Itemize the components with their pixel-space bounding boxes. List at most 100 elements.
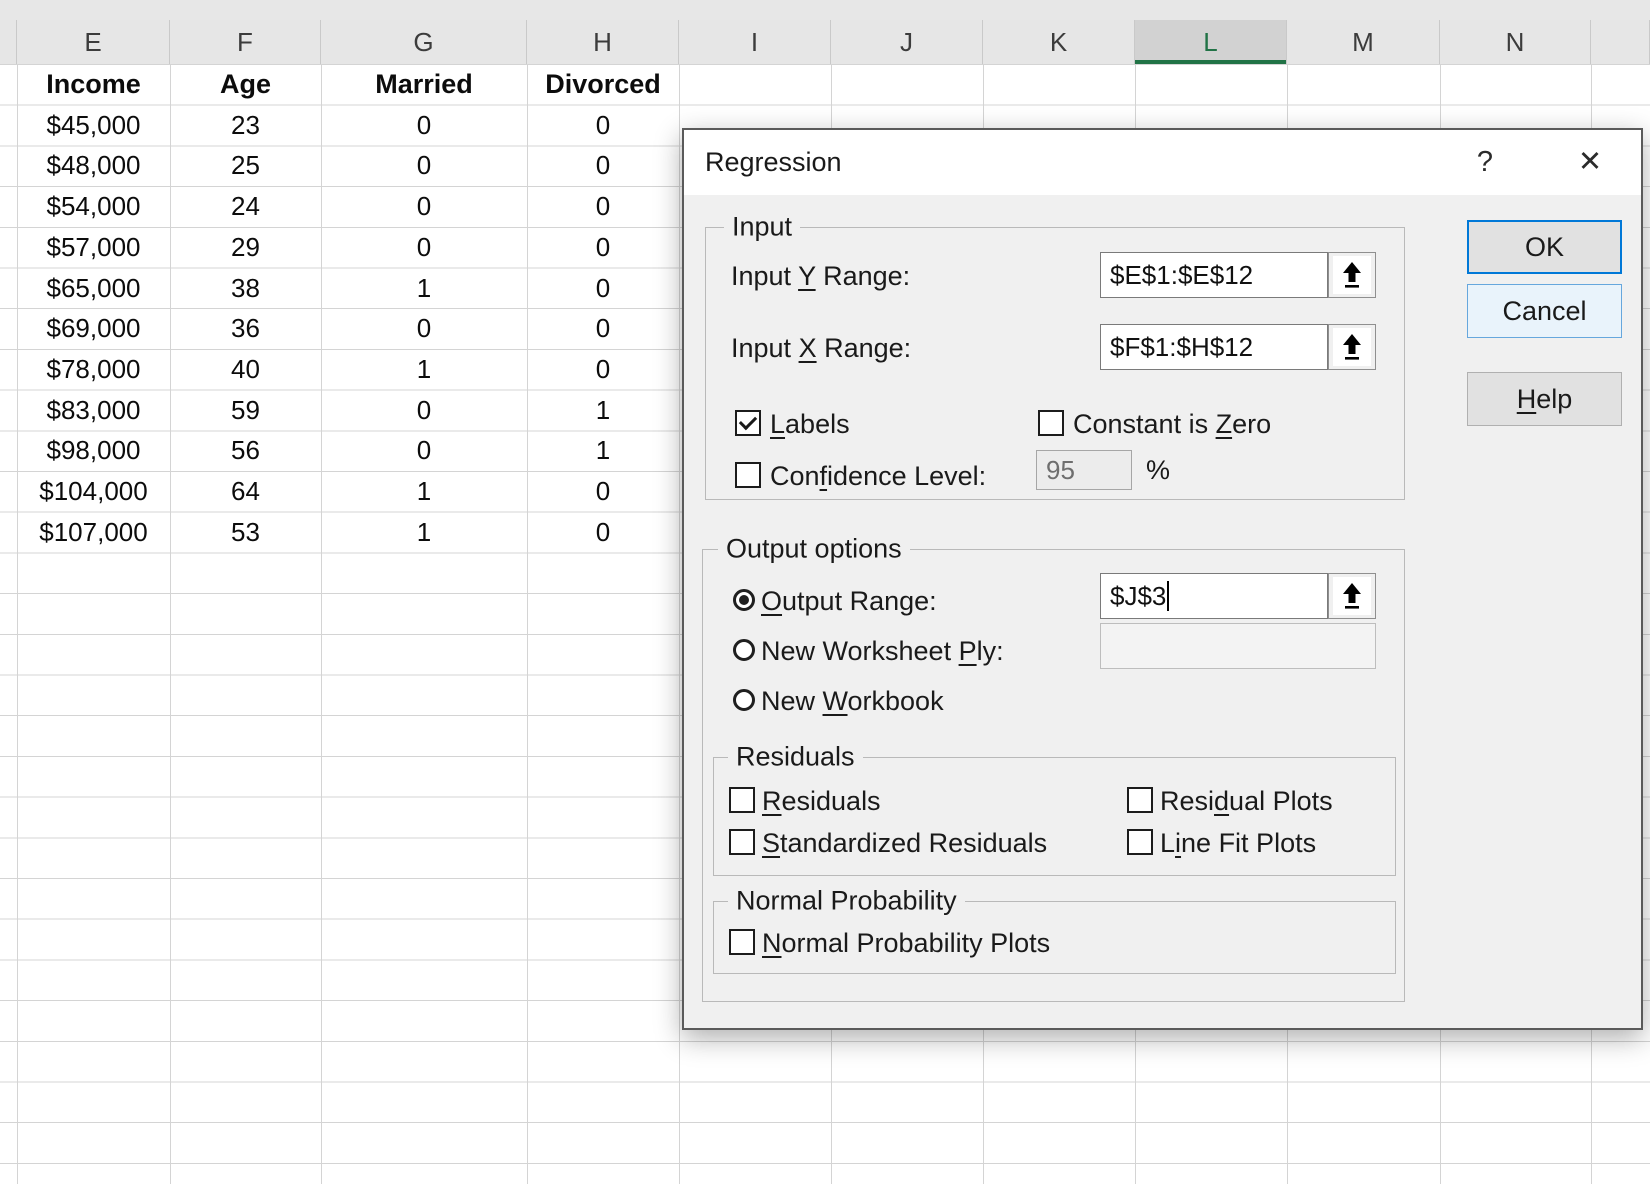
formula-bar-edge xyxy=(0,0,1650,21)
table-cell[interactable]: $45,000 xyxy=(46,109,141,140)
table-cell[interactable]: 1 xyxy=(416,272,432,303)
standardized-residuals-checkbox[interactable] xyxy=(729,829,755,855)
table-cell[interactable]: $107,000 xyxy=(39,516,148,547)
residual-plots-label[interactable]: Residual Plots xyxy=(1160,786,1333,816)
output-range-picker-button[interactable] xyxy=(1328,573,1376,619)
table-cell[interactable]: 0 xyxy=(595,109,611,140)
table-cell[interactable]: 0 xyxy=(595,272,611,303)
table-cell[interactable]: 1 xyxy=(595,394,611,425)
help-button[interactable]: Help xyxy=(1467,372,1622,426)
new-worksheet-ply-label[interactable]: New Worksheet Ply: xyxy=(761,636,1004,666)
table-cell[interactable]: 0 xyxy=(416,191,432,222)
table-cell[interactable]: 0 xyxy=(416,109,432,140)
residual-plots-checkbox[interactable] xyxy=(1127,787,1153,813)
table-cell[interactable]: 36 xyxy=(231,313,260,344)
close-icon[interactable]: ✕ xyxy=(1577,146,1603,178)
input-y-range-field[interactable]: $E$1:$E$12 xyxy=(1100,252,1328,298)
column-header-H[interactable]: H xyxy=(527,20,679,64)
line-fit-plots-label[interactable]: Line Fit Plots xyxy=(1160,828,1317,858)
table-cell[interactable]: 0 xyxy=(416,313,432,344)
table-cell[interactable]: $78,000 xyxy=(46,353,141,384)
new-worksheet-ply-field xyxy=(1100,623,1376,669)
column-header-K[interactable]: K xyxy=(983,20,1135,64)
table-cell[interactable]: $83,000 xyxy=(46,394,141,425)
table-cell[interactable]: 29 xyxy=(231,231,260,262)
table-cell[interactable]: 64 xyxy=(231,476,260,506)
table-cell[interactable]: $65,000 xyxy=(46,272,141,303)
table-header-cell[interactable]: Income xyxy=(46,69,141,99)
table-header-cell[interactable]: Married xyxy=(375,69,473,99)
regression-dialog: Regression ? ✕ Input Input Y Range: $E$1… xyxy=(682,128,1643,1030)
column-header-F[interactable]: F xyxy=(170,20,321,64)
new-workbook-radio[interactable] xyxy=(733,689,755,711)
line-fit-plots-checkbox[interactable] xyxy=(1127,829,1153,855)
input-x-range-label: Input X Range: xyxy=(731,333,912,363)
table-cell[interactable]: 0 xyxy=(595,231,611,262)
table-cell[interactable]: 0 xyxy=(595,516,611,547)
output-range-radio[interactable] xyxy=(733,589,755,611)
gridline xyxy=(321,64,322,1184)
collapse-dialog-icon xyxy=(1333,256,1371,294)
table-cell[interactable]: 0 xyxy=(416,394,432,425)
table-cell[interactable]: 1 xyxy=(595,435,611,466)
table-cell[interactable]: 1 xyxy=(416,476,432,506)
table-cell[interactable]: $57,000 xyxy=(46,231,141,262)
column-header-G[interactable]: G xyxy=(321,20,527,64)
column-header-L[interactable]: L xyxy=(1135,20,1287,65)
table-cell[interactable]: 38 xyxy=(231,272,260,303)
table-cell[interactable]: 1 xyxy=(416,353,432,384)
dialog-help-icon[interactable]: ? xyxy=(1476,146,1494,178)
table-cell[interactable]: 53 xyxy=(231,516,260,547)
ok-button[interactable]: OK xyxy=(1467,220,1622,274)
table-cell[interactable]: $98,000 xyxy=(46,435,141,466)
residuals-checkbox-label[interactable]: Residuals xyxy=(762,786,881,816)
table-cell[interactable]: 0 xyxy=(416,231,432,262)
table-cell[interactable]: 23 xyxy=(231,109,260,140)
column-header-M[interactable]: M xyxy=(1287,20,1440,64)
confidence-level-label[interactable]: Confidence Level: xyxy=(770,461,987,491)
column-header-I[interactable]: I xyxy=(679,20,831,64)
column-header-E[interactable]: E xyxy=(17,20,170,64)
residuals-group: Residuals Residuals Standardized Residua… xyxy=(713,741,1396,876)
normal-probability-plots-label[interactable]: Normal Probability Plots xyxy=(762,928,1051,958)
dialog-titlebar[interactable]: Regression ? ✕ xyxy=(684,130,1641,195)
labels-checkbox[interactable] xyxy=(735,410,761,436)
new-workbook-label[interactable]: New Workbook xyxy=(761,686,944,716)
table-cell[interactable]: 0 xyxy=(595,476,611,506)
table-cell[interactable]: $104,000 xyxy=(39,476,148,506)
table-cell[interactable]: 0 xyxy=(416,435,432,466)
labels-checkbox-label[interactable]: Labels xyxy=(770,409,850,439)
column-header-N[interactable]: N xyxy=(1440,20,1591,64)
table-cell[interactable]: 0 xyxy=(416,150,432,181)
constant-is-zero-checkbox[interactable] xyxy=(1038,410,1064,436)
confidence-level-checkbox[interactable] xyxy=(735,462,761,488)
x-range-picker-button[interactable] xyxy=(1328,324,1376,370)
table-cell[interactable]: 0 xyxy=(595,313,611,344)
table-cell[interactable]: 24 xyxy=(231,191,260,222)
residuals-checkbox[interactable] xyxy=(729,787,755,813)
normal-probability-plots-checkbox[interactable] xyxy=(729,929,755,955)
table-cell[interactable]: 1 xyxy=(416,516,432,547)
table-cell[interactable]: 56 xyxy=(231,435,260,466)
cancel-button[interactable]: Cancel xyxy=(1467,284,1622,338)
table-cell[interactable]: 0 xyxy=(595,191,611,222)
table-cell[interactable]: 59 xyxy=(231,394,260,425)
output-range-label[interactable]: Output Range: xyxy=(761,586,937,616)
output-range-field[interactable]: $J$3 xyxy=(1100,573,1328,619)
input-x-range-field[interactable]: $F$1:$H$12 xyxy=(1100,324,1328,370)
table-cell[interactable]: 0 xyxy=(595,353,611,384)
standardized-residuals-label[interactable]: Standardized Residuals xyxy=(762,828,1048,858)
table-cell[interactable]: $69,000 xyxy=(46,313,141,344)
table-cell[interactable]: 0 xyxy=(595,150,611,181)
constant-is-zero-label[interactable]: Constant is Zero xyxy=(1073,409,1272,439)
input-x-range-value: $F$1:$H$12 xyxy=(1110,331,1254,362)
table-cell[interactable]: $54,000 xyxy=(46,191,141,222)
new-worksheet-ply-radio[interactable] xyxy=(733,639,755,661)
column-header-J[interactable]: J xyxy=(831,20,983,64)
table-cell[interactable]: 25 xyxy=(231,150,260,181)
table-cell[interactable]: 40 xyxy=(231,353,260,384)
table-header-cell[interactable]: Age xyxy=(219,69,271,99)
table-header-cell[interactable]: Divorced xyxy=(545,69,661,99)
y-range-picker-button[interactable] xyxy=(1328,252,1376,298)
table-cell[interactable]: $48,000 xyxy=(46,150,141,181)
